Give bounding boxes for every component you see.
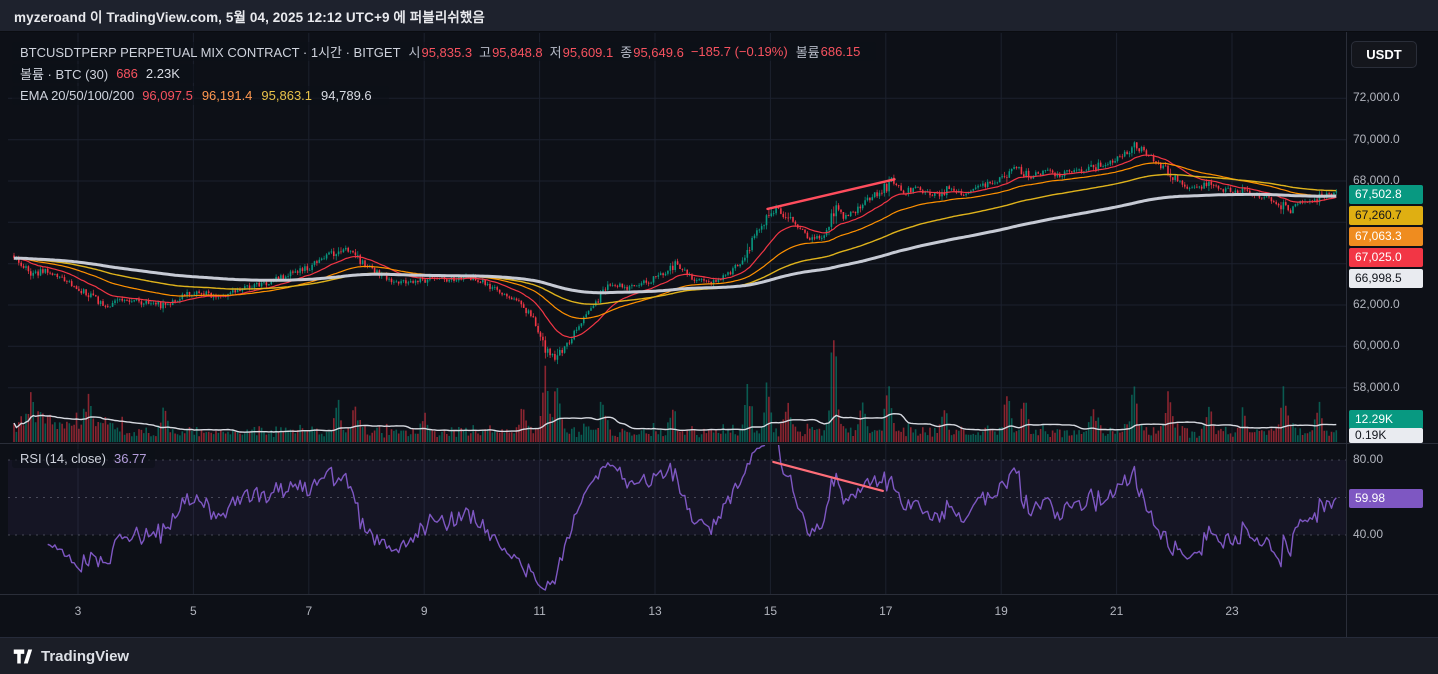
ohlc-value: 95,848.8 xyxy=(492,45,543,60)
footer-bar: TradingView xyxy=(0,637,1438,674)
change-value: −185.7 (−0.19%) xyxy=(690,44,788,59)
ema-indicator-title: EMA 20/50/100/200 xyxy=(20,88,135,103)
time-axis-label: 5 xyxy=(190,604,197,618)
volume-indicator-ma: 2.23K xyxy=(145,66,180,81)
tradingview-brand[interactable]: TradingView xyxy=(41,647,130,665)
ema-values: 96,097.5 96,191.4 95,863.1 94,789.6 xyxy=(142,88,380,103)
rsi-value-tag: 59.98 xyxy=(1349,489,1423,508)
price-axis-label: 70,000.0 xyxy=(1353,132,1400,146)
time-axis-label: 17 xyxy=(879,604,893,618)
ema100-price-tag: 67,260.7 xyxy=(1349,206,1423,225)
ohlc-value: 95,649.6 xyxy=(633,45,684,60)
volume-indicator-current: 686 xyxy=(116,66,138,81)
price-axis-label: 60,000.0 xyxy=(1353,338,1400,352)
ema-value: 94,789.6 xyxy=(321,88,372,103)
ema20-price-tag: 67,025.0 xyxy=(1349,248,1423,267)
ohlc-label: 시 xyxy=(408,45,421,60)
publication-bar: myzeroand 이 TradingView.com, 5월 04, 2025… xyxy=(0,0,1438,32)
price-axis-label: 58,000.0 xyxy=(1353,380,1400,394)
price-axis-label: 68,000.0 xyxy=(1353,173,1400,187)
rsi-axis-label: 40.00 xyxy=(1353,527,1384,541)
volume-label: 볼륨 xyxy=(795,45,820,60)
ohlc-values: 시95,835.3 고95,848.8 저95,609.1 종95,649.6 xyxy=(409,42,691,61)
ema50-price-tag: 67,063.3 xyxy=(1349,227,1423,246)
rsi-indicator-legend[interactable]: RSI (14, close) 36.77 xyxy=(12,449,155,468)
rsi-value: 36.77 xyxy=(113,451,147,466)
currency-toggle-button[interactable]: USDT xyxy=(1351,41,1417,68)
ema-value: 96,097.5 xyxy=(142,88,193,103)
price-axis-label: 72,000.0 xyxy=(1353,90,1400,104)
ema-value: 96,191.4 xyxy=(201,88,253,103)
rsi-title: RSI (14, close) xyxy=(20,451,106,466)
ohlc-label: 고 xyxy=(479,45,492,60)
tradingview-logo-icon[interactable] xyxy=(12,646,33,667)
volume-indicator-title: 볼륨 · BTC (30) xyxy=(20,67,109,82)
volume-value: 686.15 xyxy=(820,44,861,59)
ohlc-label: 저 xyxy=(549,45,562,60)
time-axis-label: 13 xyxy=(648,604,662,618)
last-price-tag: 67,502.8 xyxy=(1349,185,1423,204)
legend-symbol-row: BTCUSDTPERP PERPETUAL MIX CONTRACT · 1시간… xyxy=(12,42,877,61)
price-axis-label: 62,000.0 xyxy=(1353,297,1400,311)
time-axis-label: 21 xyxy=(1109,604,1124,618)
ohlc-label: 종 xyxy=(620,45,633,60)
time-axis-label: 7 xyxy=(305,604,313,618)
time-axis-label: 3 xyxy=(74,604,82,618)
symbol-title[interactable]: BTCUSDTPERP PERPETUAL MIX CONTRACT · 1시간… xyxy=(20,45,401,60)
price-axis[interactable]: 72,000.0 70,000.0 68,000.0 62,000.0 60,000.0… xyxy=(1347,32,1438,594)
volume-value-tag: 12.29K xyxy=(1349,410,1423,429)
time-axis-label: 15 xyxy=(763,604,778,618)
time-axis-label: 11 xyxy=(533,604,546,618)
ema-value: 95,863.1 xyxy=(261,88,313,103)
time-axis-label: 19 xyxy=(994,604,1008,618)
ohlc-value: 95,835.3 xyxy=(421,45,473,60)
volume-small-tag: 0.19K xyxy=(1349,428,1423,443)
chart-legend: BTCUSDTPERP PERPETUAL MIX CONTRACT · 1시간… xyxy=(12,42,877,108)
legend-ema-indicator-row[interactable]: EMA 20/50/100/200 96,097.5 96,191.4 95,863… xyxy=(12,86,389,105)
legend-volume-indicator-row[interactable]: 볼륨 · BTC (30) 686 2.23K xyxy=(12,64,196,83)
publication-text: myzeroand 이 TradingView.com, 5월 04, 2025… xyxy=(14,9,485,25)
time-axis-label: 9 xyxy=(420,604,428,618)
rsi-axis-label: 80.00 xyxy=(1353,452,1384,466)
ohlc-value: 95,609.1 xyxy=(562,45,614,60)
time-axis-label: 23 xyxy=(1225,604,1239,618)
ema200-price-tag: 66,998.5 xyxy=(1349,269,1423,288)
time-axis[interactable]: 3 5 7 9 11 13 15 17 19 21 23 xyxy=(0,594,1346,636)
